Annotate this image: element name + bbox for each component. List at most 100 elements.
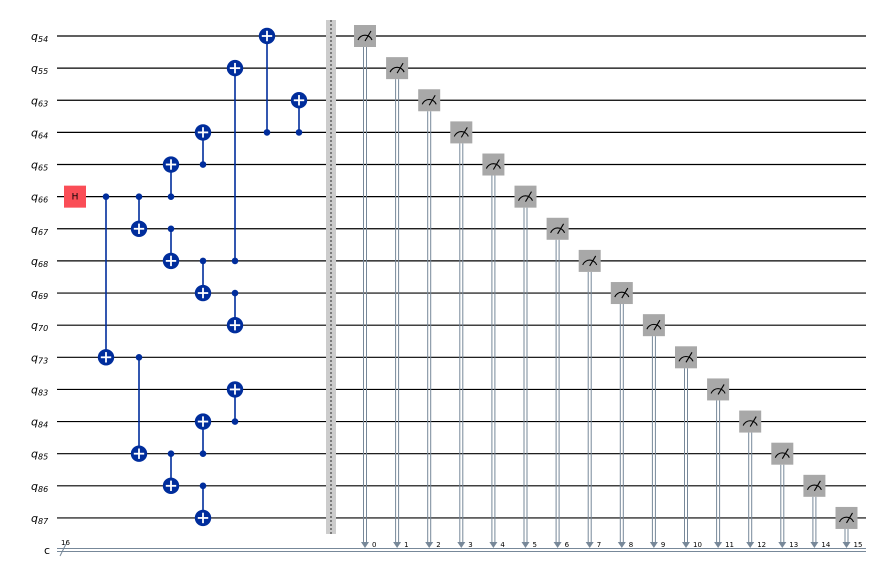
- measure-box: [642, 314, 665, 337]
- measure-bit-label: 5: [533, 541, 537, 549]
- qubit-label-84: q84: [31, 416, 48, 430]
- qubit-label-64: q64: [31, 126, 48, 140]
- qubit-label-54: q54: [31, 30, 48, 44]
- hadamard-gate: [64, 185, 86, 208]
- measure-meter-arc: [742, 420, 758, 426]
- cnot-gate: [226, 381, 244, 425]
- qubit-labels: q54 q55 q63 q64 q65 q66 q67 q68 q69 q70 q73 q83 q84 q…: [31, 30, 49, 526]
- measure-gate: 12: [739, 410, 766, 549]
- measure-meter-arc: [550, 227, 566, 234]
- qubit-label-86: q86: [31, 480, 48, 494]
- measure-gate: 15: [835, 506, 862, 549]
- measure-meter-arc: [806, 484, 822, 491]
- measure-meter-needle: [846, 512, 853, 524]
- measure-meter-arc: [646, 323, 662, 330]
- cnot-control-dot: [231, 257, 239, 265]
- measure-meter-needle: [717, 384, 725, 395]
- measure-bit-label: 6: [565, 541, 570, 549]
- measure-meter-needle: [653, 319, 661, 331]
- measure-meter-needle: [428, 94, 436, 106]
- measure-bit-label: 2: [436, 541, 440, 549]
- measure-meter-needle: [589, 255, 597, 267]
- measure-arrow: [714, 542, 723, 548]
- cnot-control-dot: [295, 129, 303, 136]
- measure-arrow: [521, 542, 530, 548]
- qubit-label-67: q67: [31, 223, 49, 237]
- measure-meter-needle: [396, 62, 404, 74]
- measure-meter-arc: [838, 516, 855, 523]
- measure-gate: 10: [675, 346, 702, 549]
- cnot-gate: [162, 156, 180, 200]
- measure-arrow: [810, 542, 819, 548]
- measure-meter-arc: [614, 291, 630, 298]
- cnot-control-dot: [167, 225, 175, 233]
- cnot-gate: [162, 225, 180, 270]
- measure-bit-label: 1: [404, 541, 408, 549]
- measure-box: [450, 121, 473, 144]
- measure-bit-label: 0: [372, 541, 376, 549]
- measure-box: [482, 153, 505, 176]
- measure-meter-arc: [421, 98, 437, 105]
- measure-bit-label: 12: [757, 541, 766, 549]
- cnot-gate: [130, 193, 148, 237]
- measure-box: [835, 506, 858, 529]
- measure-arrow: [553, 542, 562, 548]
- measure-bit-label: 7: [597, 541, 601, 549]
- cnot-gate: [162, 450, 180, 495]
- measure-arrow: [682, 542, 690, 548]
- cnot-gate: [226, 59, 244, 265]
- cnot-gate: [194, 257, 212, 302]
- measure-gate: 4: [482, 153, 505, 549]
- qubit-label-55: q55: [31, 62, 48, 76]
- measure-gate: 3: [450, 121, 473, 549]
- qubit-label-69: q69: [31, 287, 48, 301]
- measure-box: [803, 474, 826, 497]
- cnot-gate: [258, 27, 276, 136]
- measure-arrow: [778, 542, 787, 548]
- measure-meter-needle: [557, 223, 565, 235]
- measure-box: [739, 410, 762, 433]
- measure-meter-needle: [364, 30, 372, 42]
- cnot-control-dot: [135, 354, 143, 361]
- measure-bit-label: 13: [789, 541, 798, 549]
- cnot-control-dot: [167, 450, 175, 457]
- cnot-control-dot: [102, 193, 110, 200]
- qubit-label-85: q85: [31, 448, 48, 462]
- measure-arrow: [457, 542, 466, 548]
- measure-meter-arc: [678, 355, 694, 362]
- measure-meter-arc: [710, 388, 726, 394]
- gates: H: [64, 27, 308, 527]
- measure-meter-arc: [453, 131, 469, 137]
- measure-box: [354, 25, 376, 47]
- classical-register-label: c: [44, 544, 50, 557]
- measure-arrow: [489, 542, 498, 548]
- measure-meter-arc: [582, 259, 598, 266]
- measure-box: [386, 57, 409, 80]
- measure-arrow: [425, 542, 434, 548]
- cnot-control-dot: [231, 289, 239, 297]
- measure-meter-arc: [485, 163, 501, 169]
- measure-meter-needle: [749, 416, 757, 427]
- hadamard-label: H: [72, 193, 79, 203]
- measure-meter-needle: [781, 448, 789, 459]
- measure-gate: 0: [354, 25, 376, 549]
- measure-box: [707, 378, 730, 401]
- measure-box: [610, 282, 633, 305]
- measure-arrow: [393, 542, 402, 548]
- measure-meter-arc: [517, 195, 534, 201]
- measure-bit-label: 10: [693, 541, 702, 549]
- measure-box: [771, 442, 794, 465]
- measure-arrow: [585, 542, 594, 548]
- cnot-gate: [97, 193, 115, 366]
- cnot-control-dot: [263, 129, 271, 136]
- measure-arrow: [842, 542, 851, 548]
- measure-meter-needle: [525, 191, 532, 202]
- qubit-label-73: q73: [31, 351, 48, 365]
- measure-box: [418, 89, 441, 112]
- measure-bit-label: 3: [468, 541, 472, 549]
- measure-meter-needle: [460, 127, 468, 138]
- measure-arrow: [617, 542, 626, 548]
- measure-gate: 7: [578, 249, 601, 549]
- qubit-label-65: q65: [31, 159, 48, 173]
